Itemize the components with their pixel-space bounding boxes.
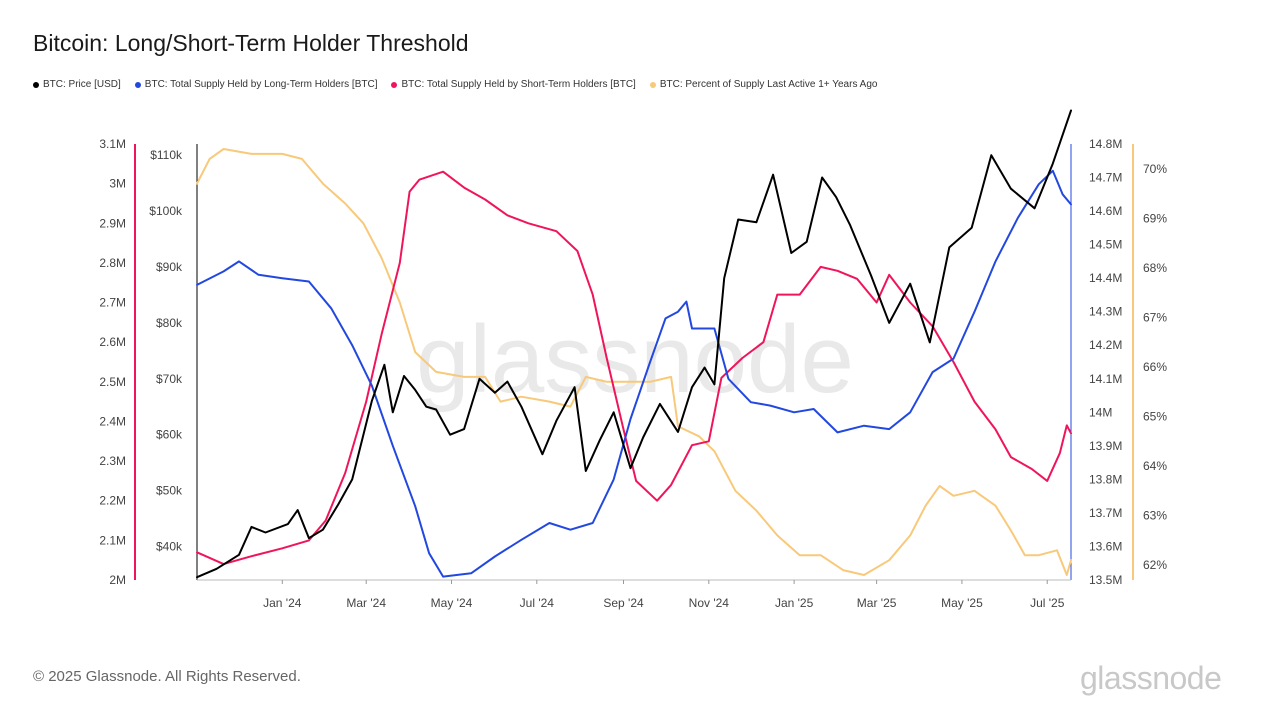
price-tick-0: $110k bbox=[150, 148, 183, 162]
copyright-text: © 2025 Glassnode. All Rights Reserved. bbox=[33, 668, 301, 685]
percent-tick-4: 66% bbox=[1143, 360, 1167, 374]
legend-label-price: BTC: Price [USD] bbox=[43, 79, 121, 90]
right-supply-tick-2: 14.6M bbox=[1089, 204, 1122, 218]
price-tick-6: $50k bbox=[156, 484, 183, 498]
left-supply-tick-1: 3M bbox=[109, 177, 126, 191]
sth-supply-line bbox=[196, 170, 1072, 566]
watermark-text: glassnode bbox=[416, 306, 854, 413]
left-supply-tick-3: 2.8M bbox=[99, 256, 126, 270]
right-supply-tick-7: 14.1M bbox=[1089, 372, 1122, 386]
left-supply-tick-11: 2M bbox=[109, 573, 126, 587]
right-supply-tick-10: 13.8M bbox=[1089, 472, 1122, 486]
legend-label-percent: BTC: Percent of Supply Last Active 1+ Ye… bbox=[659, 79, 878, 90]
legend-item-sth[interactable]: BTC: Total Supply Held by Short-Term Hol… bbox=[391, 79, 636, 90]
legend-dot-sth bbox=[391, 81, 398, 88]
left-supply-tick-7: 2.4M bbox=[99, 414, 126, 428]
price-tick-1: $100k bbox=[149, 204, 183, 218]
right-supply-tick-13: 13.5M bbox=[1089, 573, 1122, 587]
x-tick-label-0: Jan '24 bbox=[263, 596, 302, 610]
right-supply-tick-1: 14.7M bbox=[1089, 171, 1122, 185]
legend-item-lth[interactable]: BTC: Total Supply Held by Long-Term Hold… bbox=[134, 79, 378, 90]
left-supply-tick-8: 2.3M bbox=[99, 454, 126, 468]
right-supply-tick-0: 14.8M bbox=[1089, 137, 1122, 151]
left-supply-tick-6: 2.5M bbox=[99, 375, 126, 389]
legend-dot-price bbox=[33, 81, 39, 88]
legend-label-lth: BTC: Total Supply Held by Long-Term Hold… bbox=[144, 79, 378, 90]
left-supply-tick-0: 3.1M bbox=[99, 137, 126, 151]
left-supply-tick-2: 2.9M bbox=[99, 216, 126, 230]
x-tick-label-3: Jul '24 bbox=[520, 596, 555, 610]
percent-tick-2: 68% bbox=[1143, 261, 1167, 275]
right-supply-tick-9: 13.9M bbox=[1089, 439, 1122, 453]
right-supply-tick-5: 14.3M bbox=[1089, 305, 1122, 319]
x-tick-label-8: May '25 bbox=[941, 596, 983, 610]
x-tick-label-1: Mar '24 bbox=[346, 596, 386, 610]
x-tick-label-6: Jan '25 bbox=[775, 596, 814, 610]
price-tick-5: $60k bbox=[156, 428, 183, 442]
x-tick-label-4: Sep '24 bbox=[603, 596, 644, 610]
price-tick-3: $80k bbox=[156, 316, 183, 330]
right-supply-tick-11: 13.7M bbox=[1089, 506, 1122, 520]
percent-tick-5: 65% bbox=[1143, 410, 1167, 424]
percent-supply-line bbox=[196, 148, 1072, 576]
x-tick-label-9: Jul '25 bbox=[1030, 596, 1065, 610]
percent-tick-7: 63% bbox=[1143, 509, 1167, 523]
legend-label-sth: BTC: Total Supply Held by Short-Term Hol… bbox=[401, 79, 636, 90]
legend-item-price[interactable]: BTC: Price [USD] bbox=[33, 79, 121, 90]
right-supply-tick-3: 14.5M bbox=[1089, 238, 1122, 252]
left-supply-tick-4: 2.7M bbox=[99, 296, 126, 310]
price-tick-7: $40k bbox=[156, 539, 183, 553]
percent-tick-0: 70% bbox=[1143, 162, 1167, 176]
x-tick-label-5: Nov '24 bbox=[689, 596, 730, 610]
left-supply-tick-5: 2.6M bbox=[99, 335, 126, 349]
legend-dot-percent bbox=[649, 81, 656, 88]
right-supply-tick-8: 14M bbox=[1089, 405, 1112, 419]
percent-tick-6: 64% bbox=[1143, 459, 1167, 473]
legend-dot-lth bbox=[134, 81, 141, 88]
right-supply-tick-6: 14.2M bbox=[1089, 338, 1122, 352]
legend: BTC: Price [USD] BTC: Total Supply Held … bbox=[33, 79, 877, 90]
right-supply-tick-12: 13.6M bbox=[1089, 539, 1122, 553]
left-supply-tick-9: 2.2M bbox=[99, 494, 126, 508]
legend-item-percent[interactable]: BTC: Percent of Supply Last Active 1+ Ye… bbox=[649, 79, 878, 90]
x-tick-label-7: Mar '25 bbox=[857, 596, 897, 610]
chart-title: Bitcoin: Long/Short-Term Holder Threshol… bbox=[33, 30, 469, 56]
price-tick-2: $90k bbox=[156, 260, 183, 274]
percent-tick-1: 69% bbox=[1143, 211, 1167, 225]
x-tick-label-2: May '24 bbox=[431, 596, 473, 610]
glassnode-logo[interactable]: glassnode bbox=[1080, 660, 1222, 696]
price-tick-4: $70k bbox=[156, 372, 183, 386]
percent-tick-3: 67% bbox=[1143, 310, 1167, 324]
left-supply-tick-10: 2.1M bbox=[99, 533, 126, 547]
price-line bbox=[196, 109, 1072, 579]
lth-supply-line bbox=[196, 169, 1072, 578]
percent-tick-8: 62% bbox=[1143, 558, 1167, 572]
right-supply-tick-4: 14.4M bbox=[1089, 271, 1122, 285]
